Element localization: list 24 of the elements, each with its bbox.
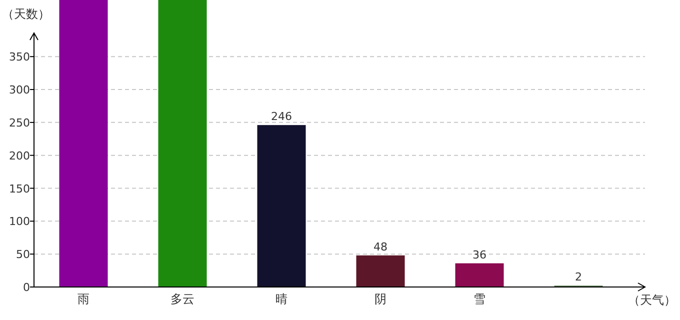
y-tick-label: 250: [9, 116, 30, 130]
bar: [59, 0, 108, 287]
y-tick-label: 350: [9, 50, 30, 64]
y-tick-label: 300: [9, 84, 30, 97]
bar: [158, 0, 207, 287]
x-tick-label: 雨: [78, 292, 90, 306]
x-tick-label: 雪: [474, 292, 486, 306]
y-axis-title: （天数）: [2, 7, 50, 21]
x-tick-label: 阴: [374, 292, 386, 306]
x-axis-title: （天气）: [628, 293, 676, 307]
bar: [455, 263, 504, 287]
x-tick-label: 多云: [170, 292, 194, 306]
data-label: 246: [271, 110, 292, 124]
y-tick-label: 200: [9, 149, 30, 162]
data-label: 2: [575, 270, 582, 284]
y-tick-label: 100: [9, 215, 30, 228]
data-label: 36: [472, 248, 486, 262]
y-tick-label: 0: [23, 281, 30, 294]
y-tick-label: 150: [9, 182, 30, 196]
bar: [356, 255, 405, 287]
x-tick-label: 晴: [276, 292, 288, 306]
data-label: 48: [374, 240, 388, 254]
y-tick-label: 50: [16, 248, 30, 262]
bar: [257, 125, 306, 287]
